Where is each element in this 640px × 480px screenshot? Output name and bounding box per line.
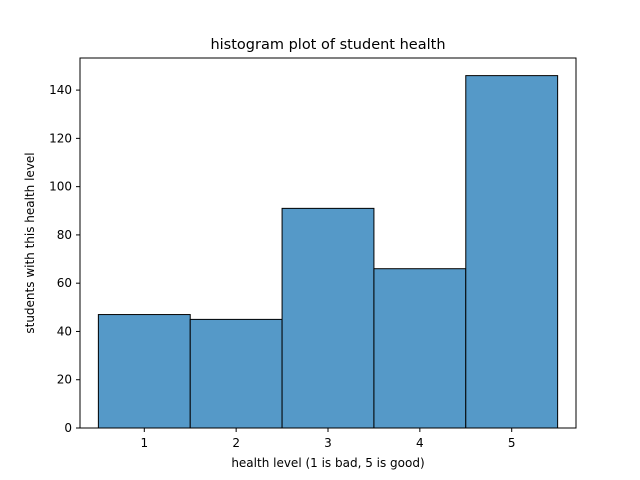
y-tick-label: 60	[57, 276, 72, 290]
x-tick-label: 4	[416, 436, 424, 450]
y-tick-label: 40	[57, 324, 72, 338]
histogram-bar-4	[373, 268, 467, 429]
x-tick-label: 1	[140, 436, 148, 450]
histogram-bar-3	[281, 207, 375, 429]
histogram-bar-2	[189, 318, 283, 429]
x-tick-label: 5	[508, 436, 516, 450]
x-tick-label: 2	[232, 436, 240, 450]
y-tick-label: 140	[49, 83, 72, 97]
y-tick-label: 20	[57, 373, 72, 387]
x-axis-label: health level (1 is bad, 5 is good)	[231, 456, 424, 470]
ticks-group: 1 2 3 4 5 0 20 40 60 80 100 120 140	[49, 83, 515, 450]
chart-title: histogram plot of student health	[210, 37, 445, 53]
y-tick-label: 120	[49, 131, 72, 145]
y-axis-label: students with this health level	[23, 152, 37, 333]
x-tick-label: 3	[324, 436, 332, 450]
histogram-bar-5	[465, 75, 559, 429]
plot-area-frame	[79, 57, 577, 429]
y-tick-label: 100	[49, 180, 72, 194]
y-tick-label: 0	[64, 421, 72, 435]
bars-group	[97, 75, 559, 429]
histogram-bar-1	[97, 314, 191, 429]
y-tick-label: 80	[57, 228, 72, 242]
